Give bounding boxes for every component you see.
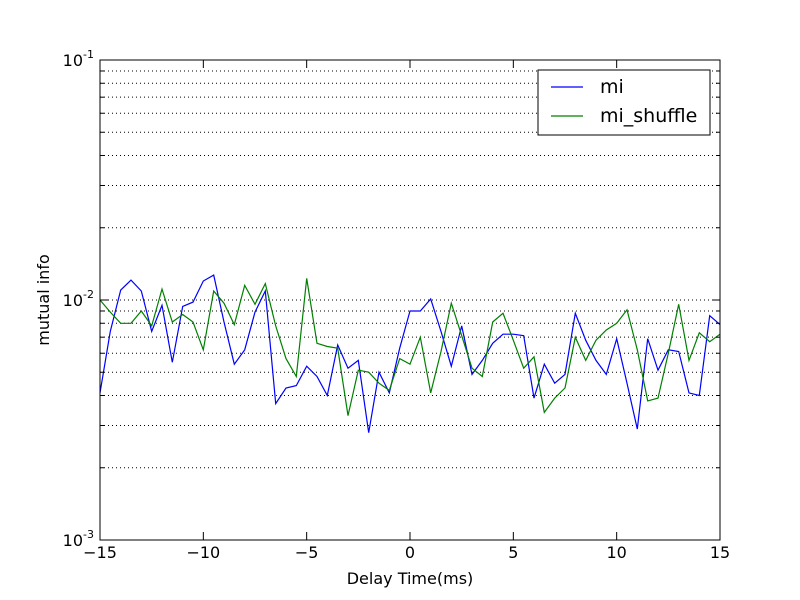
legend-label-mi: mi	[600, 76, 624, 98]
series-layer	[99, 274, 721, 433]
x-axis-label: Delay Time(ms)	[347, 569, 474, 588]
legend-box	[537, 69, 711, 136]
legend: mi mi_shuffle	[537, 69, 711, 136]
x-tick-label: 0	[405, 543, 415, 562]
y-tick-label: 10-3	[63, 528, 94, 550]
y-tick-label: 10-2	[63, 288, 94, 310]
x-tick-label: −15	[83, 543, 117, 562]
x-tick-label: 10	[606, 543, 626, 562]
series-line-mi-shuffle	[99, 278, 721, 416]
x-tick-label: 15	[710, 543, 730, 562]
x-tick-label: −5	[295, 543, 319, 562]
x-tick-label: 5	[508, 543, 518, 562]
ticks	[99, 60, 721, 541]
y-axis-label: mutual info	[34, 254, 53, 345]
legend-label-mi-shuffle: mi_shuffle	[600, 105, 697, 127]
series-line-mi	[99, 274, 721, 433]
tick-labels: 10-3 10-2 10-1 −15 −10 −5 0 5 10 15	[63, 48, 731, 562]
x-tick-label: −10	[186, 543, 220, 562]
y-tick-label: 10-1	[63, 48, 94, 70]
